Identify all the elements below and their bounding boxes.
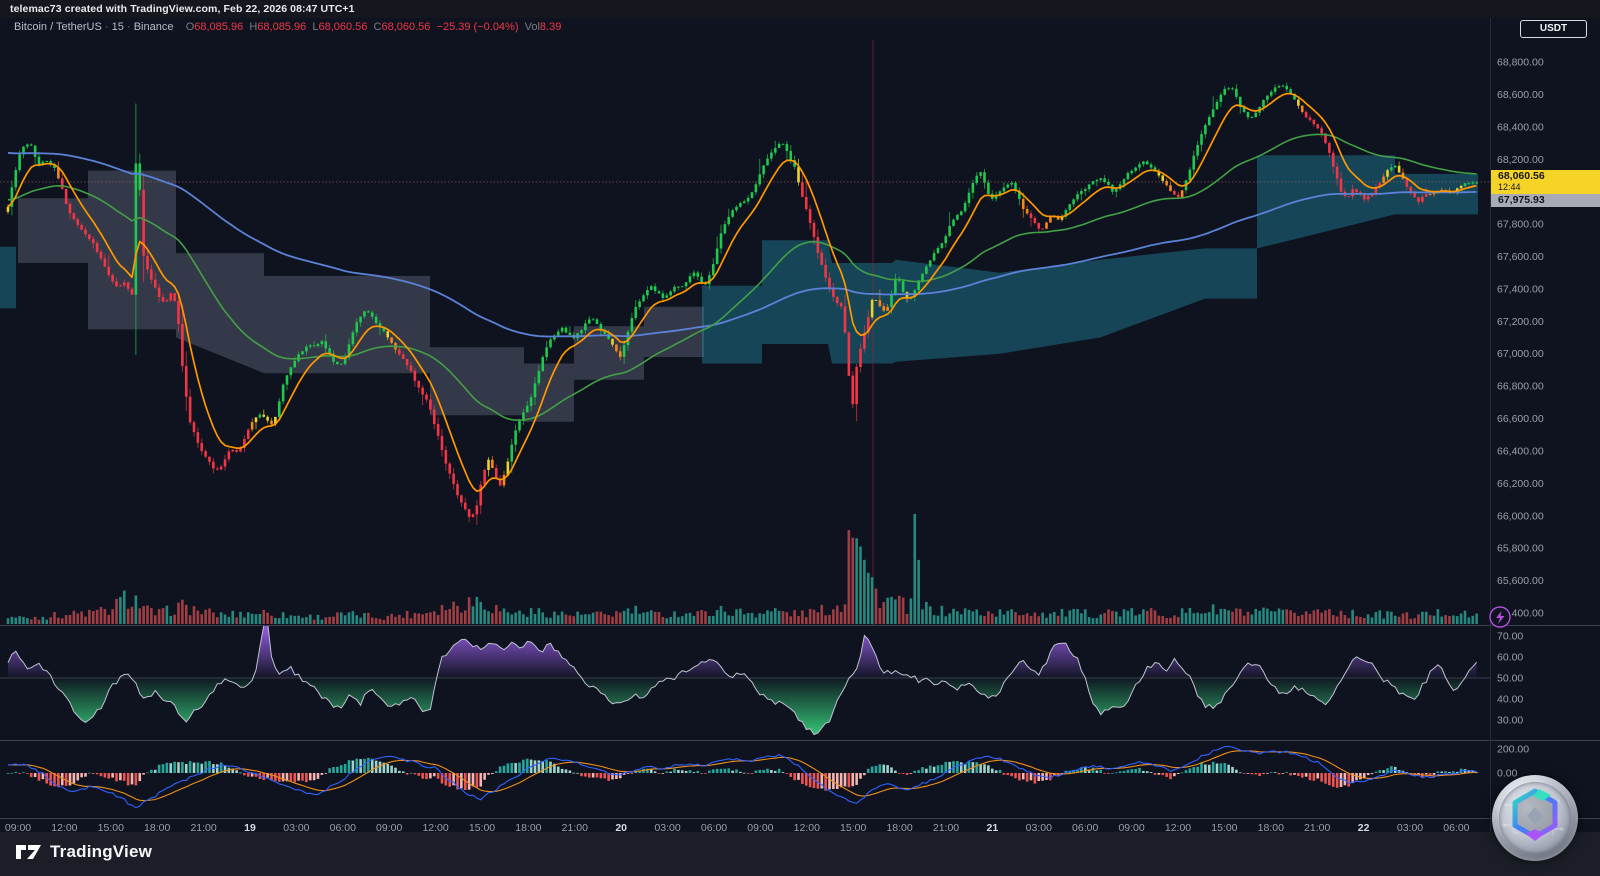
change-value: −25.39 (−0.04%) [436, 21, 519, 33]
svg-text:15:00: 15:00 [1211, 822, 1237, 834]
svg-text:15:00: 15:00 [98, 822, 124, 834]
svg-text:03:00: 03:00 [283, 822, 309, 834]
svg-text:68,800.00: 68,800.00 [1497, 57, 1544, 69]
currency-toggle-button[interactable]: USDT [1520, 20, 1587, 38]
svg-text:09:00: 09:00 [376, 822, 402, 834]
coin-logo-icon [1502, 788, 1564, 841]
svg-text:09:00: 09:00 [747, 822, 773, 834]
last-price-value: 68,060.56 [1498, 170, 1545, 182]
exchange-label[interactable]: Binance [133, 21, 174, 33]
svg-text:03:00: 03:00 [654, 822, 680, 834]
svg-text:20: 20 [615, 822, 627, 834]
svg-text:65,800.00: 65,800.00 [1497, 543, 1544, 555]
svg-text:19: 19 [244, 822, 256, 834]
svg-text:15:00: 15:00 [840, 822, 866, 834]
svg-text:09:00: 09:00 [1118, 822, 1144, 834]
lightning-icon [1489, 606, 1511, 628]
svg-text:18:00: 18:00 [144, 822, 170, 834]
svg-text:66,200.00: 66,200.00 [1497, 478, 1544, 490]
coin-watermark [1492, 775, 1578, 861]
high-value: 68,085.96 [257, 21, 307, 33]
volume-label: Vol [524, 21, 540, 33]
volume-value: 8.39 [539, 21, 562, 33]
svg-text:21: 21 [987, 822, 999, 834]
window-title-bar: telemac73 created with TradingView.com, … [0, 0, 1600, 18]
svg-text:30.00: 30.00 [1497, 715, 1523, 727]
svg-text:70.00: 70.00 [1497, 630, 1523, 642]
svg-text:15:00: 15:00 [469, 822, 495, 834]
svg-text:21:00: 21:00 [933, 822, 959, 834]
open-value: 68,085.96 [194, 21, 244, 33]
svg-text:21:00: 21:00 [1304, 822, 1330, 834]
svg-text:06:00: 06:00 [330, 822, 356, 834]
bottom-toolbar [0, 832, 1600, 876]
symbol-name[interactable]: Bitcoin / TetherUS [14, 21, 102, 33]
svg-text:200.00: 200.00 [1497, 744, 1529, 756]
svg-text:67,400.00: 67,400.00 [1497, 283, 1544, 295]
last-price-tag: 68,060.56 12:44 [1491, 170, 1600, 194]
svg-text:21:00: 21:00 [190, 822, 216, 834]
svg-text:18:00: 18:00 [515, 822, 541, 834]
svg-text:21:00: 21:00 [562, 822, 588, 834]
svg-text:06:00: 06:00 [701, 822, 727, 834]
symbol-legend[interactable]: Bitcoin / TetherUS · 15 · Binance O68,08… [14, 21, 562, 33]
svg-text:18:00: 18:00 [886, 822, 912, 834]
svg-text:40.00: 40.00 [1497, 694, 1523, 706]
svg-text:22: 22 [1358, 822, 1370, 834]
svg-text:67,000.00: 67,000.00 [1497, 348, 1544, 360]
svg-text:60.00: 60.00 [1497, 652, 1523, 664]
svg-text:18:00: 18:00 [1258, 822, 1284, 834]
interval-label[interactable]: 15 [111, 21, 124, 33]
svg-text:67,200.00: 67,200.00 [1497, 316, 1544, 328]
svg-text:12:00: 12:00 [1165, 822, 1191, 834]
window-title: telemac73 created with TradingView.com, … [10, 3, 355, 15]
svg-text:06:00: 06:00 [1443, 822, 1469, 834]
svg-text:0.00: 0.00 [1497, 768, 1518, 780]
tradingview-logo-icon [16, 845, 41, 859]
svg-text:66,400.00: 66,400.00 [1497, 446, 1544, 458]
svg-text:06:00: 06:00 [1072, 822, 1098, 834]
svg-text:50.00: 50.00 [1497, 673, 1523, 685]
close-value: 68,060.56 [381, 21, 431, 33]
tradingview-logo[interactable]: TradingView [16, 841, 152, 863]
svg-text:68,200.00: 68,200.00 [1497, 154, 1544, 166]
bar-countdown: 12:44 [1498, 182, 1521, 192]
svg-text:66,000.00: 66,000.00 [1497, 510, 1544, 522]
svg-text:65,600.00: 65,600.00 [1497, 575, 1544, 587]
svg-text:68,400.00: 68,400.00 [1497, 121, 1544, 133]
svg-text:09:00: 09:00 [5, 822, 31, 834]
tradingview-logo-text: TradingView [50, 842, 153, 861]
open-label: O [185, 21, 195, 33]
svg-text:12:00: 12:00 [422, 822, 448, 834]
svg-text:66,800.00: 66,800.00 [1497, 381, 1544, 393]
svg-text:66,600.00: 66,600.00 [1497, 413, 1544, 425]
secondary-price-tag: 67,975.93 [1491, 194, 1600, 207]
svg-text:03:00: 03:00 [1397, 822, 1423, 834]
low-value: 68,060.56 [318, 21, 368, 33]
svg-text:68,600.00: 68,600.00 [1497, 89, 1544, 101]
svg-text:67,800.00: 67,800.00 [1497, 219, 1544, 231]
svg-text:12:00: 12:00 [51, 822, 77, 834]
svg-text:67,600.00: 67,600.00 [1497, 251, 1544, 263]
svg-text:03:00: 03:00 [1026, 822, 1052, 834]
svg-text:12:00: 12:00 [794, 822, 820, 834]
